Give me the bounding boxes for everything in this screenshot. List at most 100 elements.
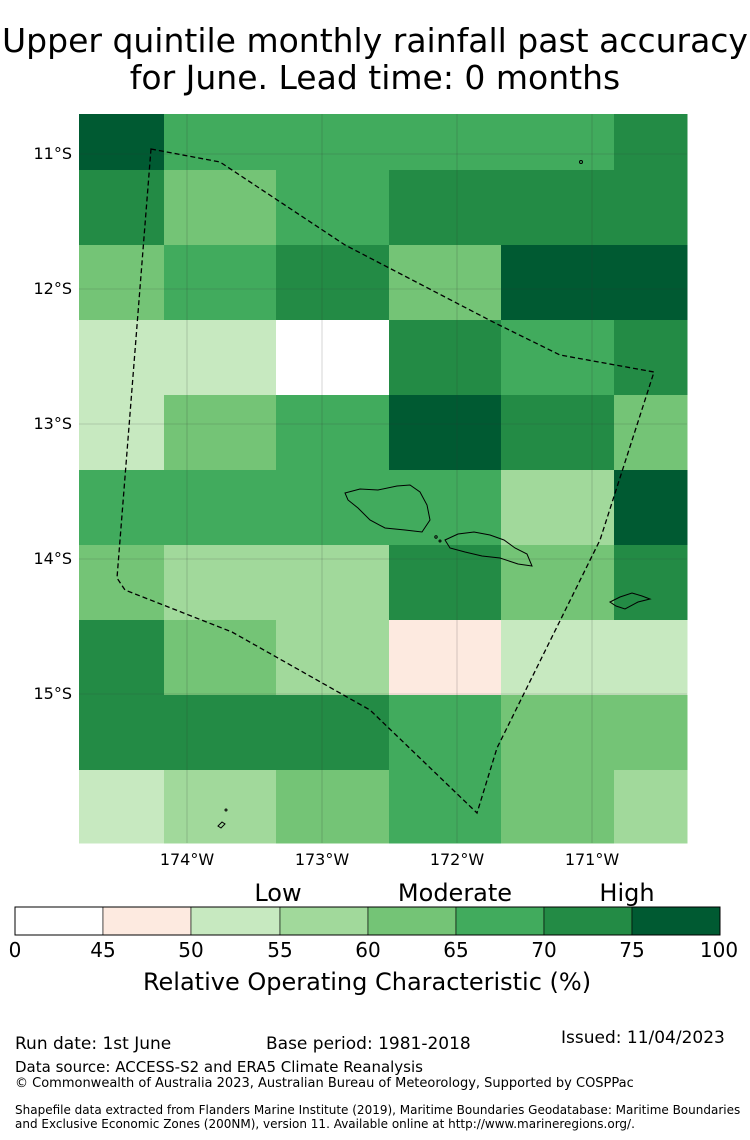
island-savaii bbox=[344, 484, 431, 533]
grid-cell bbox=[389, 245, 502, 321]
island-southwest-islet bbox=[224, 808, 228, 812]
colorbar-tick: 75 bbox=[619, 938, 644, 962]
colorbar-swatch bbox=[279, 906, 369, 936]
colorbar bbox=[14, 906, 721, 936]
lat-label: 12°S bbox=[33, 279, 72, 298]
colorbar-tick: 70 bbox=[531, 938, 556, 962]
grid-cell bbox=[501, 245, 615, 321]
data-source: Data source: ACCESS-S2 and ERA5 Climate … bbox=[15, 1058, 423, 1076]
grid-cell bbox=[79, 245, 165, 321]
run-date: Run date: 1st June bbox=[15, 1034, 172, 1054]
grid-cell bbox=[501, 170, 615, 246]
grid-cell bbox=[79, 545, 165, 621]
category-moderate: Moderate bbox=[398, 879, 512, 907]
grid-cell bbox=[389, 770, 502, 844]
island-tutuila bbox=[609, 592, 652, 610]
grid-cell bbox=[276, 245, 390, 321]
category-high: High bbox=[599, 879, 654, 907]
grid-cell bbox=[614, 170, 688, 246]
grid-cell bbox=[389, 695, 502, 771]
grid-cell bbox=[164, 620, 277, 696]
colorbar-swatch bbox=[455, 906, 545, 936]
grid-cell bbox=[79, 114, 165, 171]
category-low: Low bbox=[254, 879, 301, 907]
colorbar-ticks: 0 45 50 55 60 65 70 75 100 bbox=[9, 938, 738, 962]
grid-cell bbox=[276, 170, 390, 246]
lat-label: 15°S bbox=[33, 684, 72, 703]
grid-cell bbox=[164, 245, 277, 321]
colorbar-tick: 55 bbox=[267, 938, 292, 962]
lat-label: 13°S bbox=[33, 414, 72, 433]
colorbar-frame bbox=[14, 906, 721, 936]
island-southwest-reef bbox=[217, 821, 226, 829]
grid-cell bbox=[276, 320, 390, 396]
grid-cell bbox=[79, 770, 165, 844]
map-grid-cells bbox=[79, 114, 688, 844]
lon-label: 171°W bbox=[565, 850, 620, 869]
grid-cell bbox=[276, 620, 390, 696]
latitude-labels: 11°S 12°S 13°S 14°S 15°S bbox=[33, 144, 72, 703]
grid-cell bbox=[614, 395, 688, 471]
lon-label: 174°W bbox=[160, 850, 215, 869]
grid-cell bbox=[164, 545, 277, 621]
colorbar-tick: 50 bbox=[178, 938, 203, 962]
shapefile-credit-line-2: and Exclusive Economic Zones (200NM), ve… bbox=[15, 1117, 635, 1131]
grid-cell bbox=[389, 395, 502, 471]
colorbar-tick: 100 bbox=[700, 938, 738, 962]
colorbar-swatch bbox=[543, 906, 633, 936]
base-period: Base period: 1981-2018 bbox=[266, 1034, 471, 1054]
grid-cell bbox=[389, 470, 502, 546]
graticule bbox=[79, 114, 687, 843]
grid-cell bbox=[501, 114, 615, 171]
colorbar-tick: 65 bbox=[443, 938, 468, 962]
samoa-islands bbox=[217, 160, 652, 829]
grid-cell bbox=[389, 170, 502, 246]
colorbar-swatch bbox=[14, 906, 104, 936]
island-north-atoll bbox=[579, 160, 583, 164]
grid-cell bbox=[614, 245, 688, 321]
colorbar-title: Relative Operating Characteristic (%) bbox=[143, 968, 591, 996]
island-upolu bbox=[444, 531, 533, 567]
grid-cell bbox=[389, 320, 502, 396]
grid-cell bbox=[164, 114, 277, 171]
grid-cell bbox=[389, 620, 502, 696]
longitude-labels: 174°W 173°W 172°W 171°W bbox=[160, 850, 620, 869]
grid-cell bbox=[164, 395, 277, 471]
title-line-2: for June. Lead time: 0 months bbox=[129, 58, 621, 97]
grid-cell bbox=[614, 770, 688, 844]
copyright: © Commonwealth of Australia 2023, Austra… bbox=[15, 1076, 634, 1091]
colorbar-swatch bbox=[367, 906, 457, 936]
grid-cell bbox=[614, 620, 688, 696]
grid-cell bbox=[501, 470, 615, 546]
colorbar-swatch bbox=[631, 906, 721, 936]
grid-cell bbox=[164, 170, 277, 246]
grid-cell bbox=[164, 470, 277, 546]
grid-cell bbox=[79, 470, 165, 546]
grid-cell bbox=[164, 770, 277, 844]
grid-cell bbox=[79, 170, 165, 246]
grid-cell bbox=[164, 695, 277, 771]
colorbar-tick: 45 bbox=[90, 938, 115, 962]
grid-cell bbox=[389, 545, 502, 621]
title-line-1: Upper quintile monthly rainfall past acc… bbox=[2, 21, 748, 60]
lon-label: 173°W bbox=[295, 850, 350, 869]
grid-cell bbox=[389, 114, 502, 171]
island-apolima bbox=[438, 539, 442, 543]
map-title: Upper quintile monthly rainfall past acc… bbox=[0, 22, 750, 96]
shapefile-credit-line-1: Shapefile data extracted from Flanders M… bbox=[15, 1103, 741, 1117]
grid-cell bbox=[501, 320, 615, 396]
grid-cell bbox=[164, 320, 277, 396]
colorbar-tick: 0 bbox=[9, 938, 22, 962]
grid-cell bbox=[501, 395, 615, 471]
issued-date: Issued: 11/04/2023 bbox=[561, 1028, 725, 1048]
island-manono bbox=[434, 535, 438, 539]
grid-cell bbox=[614, 470, 688, 546]
grid-cell bbox=[501, 770, 615, 844]
lat-label: 11°S bbox=[33, 144, 72, 163]
lat-label: 14°S bbox=[33, 549, 72, 568]
grid-cell bbox=[501, 545, 615, 621]
colorbar-swatch bbox=[102, 906, 192, 936]
grid-cell bbox=[276, 395, 390, 471]
grid-cell bbox=[79, 395, 165, 471]
